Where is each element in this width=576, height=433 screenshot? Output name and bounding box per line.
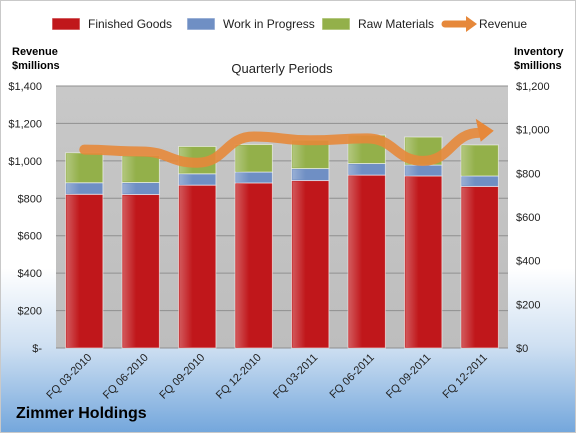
left-tick-label: $600: [18, 231, 42, 243]
bar-highlight: [123, 195, 137, 347]
bar-highlight: [179, 174, 193, 185]
chart-title: Quarterly Periods: [231, 61, 333, 76]
x-tick-label: FQ 12-2010: [214, 352, 264, 402]
left-tick-label: $1,400: [8, 81, 42, 93]
revenue-line: [79, 127, 485, 168]
bar-highlight: [66, 183, 80, 194]
legend-label-raw-materials: Raw Materials: [358, 17, 434, 31]
bar-highlight: [179, 186, 193, 347]
right-tick-label: $400: [516, 256, 540, 268]
right-tick-label: $600: [516, 212, 540, 224]
right-axis-title-line2: $millions: [514, 60, 562, 72]
x-tick-label: FQ 06-2011: [327, 352, 376, 401]
x-tick-label: FQ 03-2010: [44, 352, 94, 402]
bar-highlight: [349, 164, 363, 175]
x-tick-label: FQ 06-2010: [101, 352, 151, 402]
left-axis-title: Revenue $millions: [12, 45, 60, 73]
x-tick-label: FQ 09-2011: [384, 352, 433, 401]
bar-highlight: [462, 145, 476, 175]
left-tick-label: $-: [32, 343, 42, 355]
right-tick-label: $800: [516, 168, 540, 180]
bar-highlight: [349, 176, 363, 347]
bar-highlight: [236, 173, 250, 182]
bar-highlight: [462, 176, 476, 186]
legend-swatch-raw-materials: [321, 17, 351, 31]
bar-highlight: [292, 141, 306, 168]
left-axis-title-line2: $millions: [12, 60, 60, 72]
right-axis-title-line1: Inventory: [514, 46, 564, 58]
bar-highlight: [236, 145, 250, 172]
left-axis-ticks: $- $200 $400 $600 $800 $1,000 $1,200 $1,400: [8, 81, 42, 355]
legend-swatch-finished-goods: [51, 17, 81, 31]
right-tick-label: $1,000: [516, 125, 550, 137]
x-tick-label: FQ 09-2010: [157, 352, 207, 402]
bar-highlight: [292, 169, 306, 180]
left-tick-label: $800: [18, 193, 42, 205]
left-tick-label: $1,000: [8, 156, 42, 168]
legend-swatch-arrowhead: [466, 16, 477, 32]
company-name: Zimmer Holdings: [16, 405, 147, 422]
legend: Finished Goods Work in Progress Raw Materi…: [51, 16, 527, 32]
bar-highlight: [405, 166, 419, 175]
left-tick-label: $400: [18, 268, 42, 280]
legend-swatch-work-in-progress: [186, 17, 216, 31]
bar-highlight: [66, 153, 80, 182]
left-tick-label: $200: [18, 306, 42, 318]
right-tick-label: $0: [516, 343, 528, 355]
right-tick-label: $200: [516, 299, 540, 311]
bar-highlight: [292, 181, 306, 347]
revenue-line-arrowhead: [475, 118, 494, 142]
x-axis-ticks: FQ 03-2010 FQ 06-2010 FQ 09-2010 FQ 12-2010…: [44, 352, 489, 402]
x-tick-label: FQ 03-2011: [271, 352, 320, 401]
legend-label-revenue: Revenue: [479, 17, 527, 31]
bar-highlight: [123, 156, 137, 182]
right-tick-label: $1,200: [516, 81, 550, 93]
x-tick-label: FQ 12-2011: [440, 352, 489, 401]
bar-highlight: [123, 183, 137, 194]
right-axis-title: Inventory $millions: [514, 45, 564, 73]
bar-highlight: [462, 187, 476, 347]
left-tick-label: $1,200: [8, 118, 42, 130]
revenue-line-group: [79, 118, 494, 168]
bar-highlight: [66, 195, 80, 347]
bar-highlight: [405, 176, 419, 347]
bars: [65, 134, 499, 349]
left-axis-title-line1: Revenue: [12, 46, 58, 58]
right-axis-ticks: $0 $200 $400 $600 $800 $1,000 $1,200: [516, 81, 550, 355]
legend-label-work-in-progress: Work in Progress: [223, 17, 315, 31]
bar-highlight: [236, 183, 250, 347]
legend-label-finished-goods: Finished Goods: [88, 17, 172, 31]
